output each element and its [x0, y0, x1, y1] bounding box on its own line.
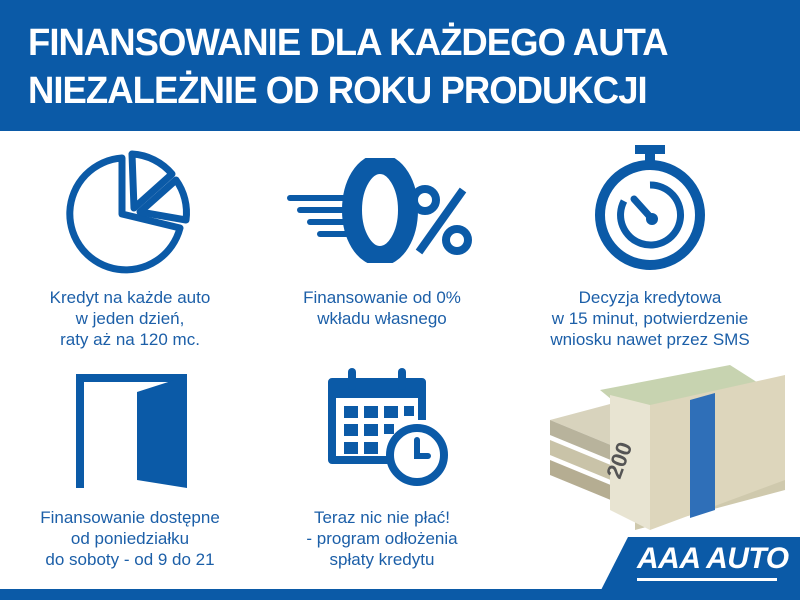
money-stack-image: 200 [550, 365, 785, 530]
door-icon [76, 374, 187, 488]
feature-caption-hours: Finansowanie dostępne od poniedziałku do… [10, 507, 250, 570]
caption-line: spłaty kredytu [329, 550, 435, 569]
caption-line: w jeden dzień, [75, 309, 185, 328]
headline-line-1: FINANSOWANIE DLA KAŻDEGO AUTA [28, 22, 669, 64]
feature-caption-credit: Kredyt na każde auto w jeden dzień, raty… [10, 287, 250, 350]
caption-line: Decyzja kredytowa [578, 288, 722, 307]
bottom-bar [0, 589, 800, 600]
stopwatch-icon [595, 145, 705, 270]
zero-percent-icon [287, 158, 472, 263]
caption-line: w 15 minut, potwierdzenie [551, 309, 749, 328]
logo-underline [637, 578, 777, 581]
caption-line: raty aż na 120 mc. [60, 330, 200, 349]
feature-caption-decision: Decyzja kredytowa w 15 minut, potwierdze… [530, 287, 770, 350]
headline-line-2: NIEZALEŻNIE OD ROKU PRODUKCJI [28, 70, 648, 112]
caption-line: Finansowanie od 0% [303, 288, 461, 307]
calendar-clock-icon [328, 368, 448, 486]
caption-line: wniosku nawet przez SMS [550, 330, 750, 349]
caption-line: do soboty - od 9 do 21 [45, 550, 215, 569]
caption-line: wkładu własnego [317, 309, 447, 328]
logo-background [600, 537, 800, 592]
caption-line: - program odłożenia [306, 529, 458, 548]
feature-caption-defer: Teraz nic nie płać! - program odłożenia … [262, 507, 502, 570]
feature-caption-zero-down: Finansowanie od 0% wkładu własnego [262, 287, 502, 329]
caption-line: od poniedziałku [70, 529, 190, 548]
caption-line: Teraz nic nie płać! [313, 508, 451, 527]
pie-chart-icon [66, 150, 190, 274]
caption-line: Finansowanie dostępne [40, 508, 220, 527]
header-banner: FINANSOWANIE DLA KAŻDEGO AUTA NIEZALEŻNI… [0, 0, 800, 131]
caption-line: Kredyt na każde auto [49, 288, 211, 307]
aaa-auto-logo: AAA AUTO [637, 542, 789, 575]
